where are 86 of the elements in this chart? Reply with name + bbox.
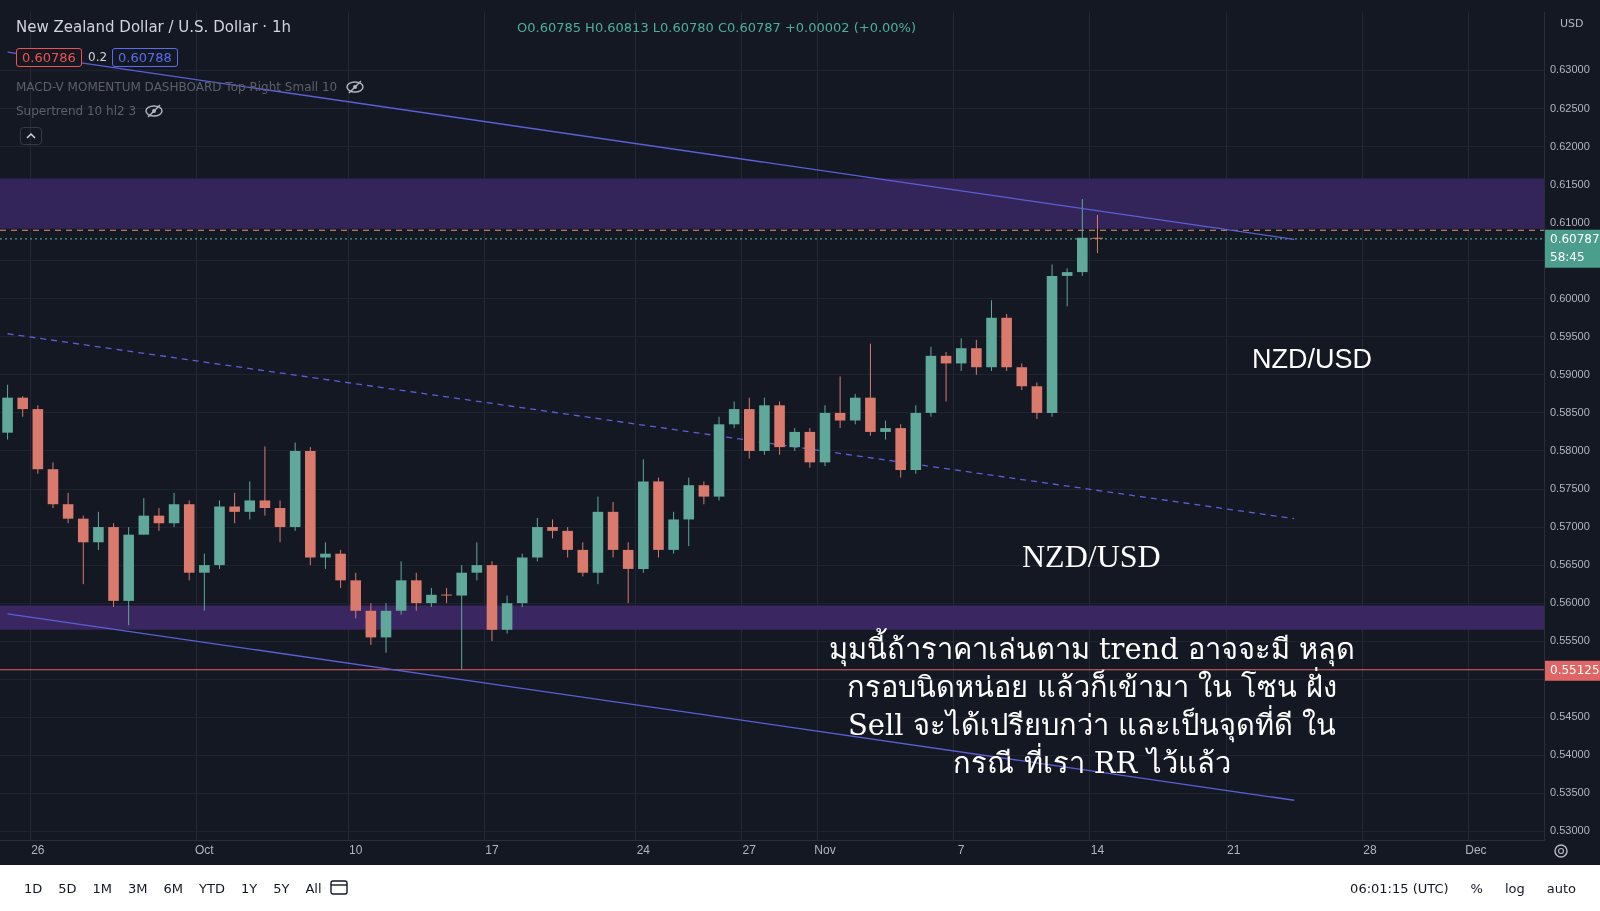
text: log [1504,880,1525,896]
candlestick [17,395,28,418]
candlestick [77,515,89,585]
candlestick [62,492,74,524]
annotation: NZD/USD [1252,344,1372,375]
y-tick-label: 0.59000 [1550,367,1590,380]
candlestick [259,445,271,517]
y-tick-label: 0.53500 [1550,786,1590,799]
candlestick [93,511,104,551]
text: 5Y [273,880,290,896]
x-tick-label: Oct [195,843,215,858]
y-tick-label: 0.58500 [1550,405,1590,418]
candlestick [410,572,422,612]
y-axis-title: USD [1560,17,1584,30]
y-tick-label: 0.56500 [1550,558,1590,571]
text: O0.60785 H0.60813 L0.60780 C0.60787 +0.00002 (+0.00%) [517,20,917,35]
x-tick-label: 17 [485,843,499,858]
annotation: Supertrend 10 hl2 3 [16,104,137,118]
text: % [1470,880,1483,896]
y-tick-label: 0.62000 [1550,139,1590,152]
y-tick-label: 0.54000 [1550,748,1590,761]
y-tick-label: 0.55500 [1550,634,1590,647]
x-tick-label: Dec [1465,843,1487,858]
candlestick [834,375,846,429]
candlestick [1092,214,1103,254]
chart-title: New Zealand Dollar / U.S. Dollar · 1h [16,18,291,36]
text: 6M [163,880,184,896]
candlestick [849,393,861,425]
annotation: 0.2 [88,50,108,64]
candlestick [577,541,589,578]
x-tick-label: 14 [1090,843,1105,858]
y-tick-label: 0.57000 [1550,520,1590,533]
y-tick-label: 0.62500 [1550,101,1590,114]
candlestick [1016,362,1028,391]
x-tick-label: 7 [957,843,965,858]
candlestick [274,499,286,543]
text: 3M [128,880,148,896]
candlestick [1061,267,1073,307]
candlestick [698,480,710,505]
text: auto [1546,880,1576,896]
candlestick [562,526,573,558]
candlestick [622,541,634,604]
y-tick-label: 0.56000 [1550,596,1590,609]
candlestick [426,587,437,608]
text: 1Y [240,880,258,896]
y-tick-label: 0.63000 [1550,63,1590,76]
y-tick-label: 0.61000 [1550,215,1590,228]
annotation: 0.60786 [16,48,82,67]
text: All [305,880,322,896]
text: 1D [24,880,43,896]
candlestick [471,541,483,581]
candlestick [955,337,967,372]
y-tick-label: 0.60000 [1550,291,1590,304]
x-tick-label: 27 [742,843,757,858]
y-tick-label: 0.61500 [1550,177,1590,190]
candlestick [138,497,150,536]
x-tick-label: 24 [636,843,651,858]
x-tick-label: Nov [814,843,836,858]
candlestick [199,553,210,612]
candlestick [229,492,240,524]
ref-line-label: 0.55125 [1550,662,1600,677]
candlestick [880,420,891,441]
x-tick-label: 10 [349,843,363,858]
y-tick-label: 0.58000 [1550,443,1590,456]
text: 5D [58,880,77,896]
y-tick-label: 0.59500 [1550,329,1590,342]
text: 06:01:15 (UTC) [1350,880,1449,896]
y-tick-label: 0.54500 [1550,710,1590,723]
candlestick [244,480,256,520]
candlestick [971,339,982,376]
x-tick-label: 28 [1363,843,1377,858]
annotation: NZD/USD [1022,538,1161,575]
candlestick [441,587,452,604]
x-tick-label: 26 [31,843,45,858]
y-tick-label: 0.53000 [1550,824,1590,837]
candlestick [547,518,558,539]
candlestick [789,427,800,452]
text: 1M [92,880,113,896]
annotation: 0.60788 [112,48,178,67]
candlestick [168,492,180,528]
ref-line-label: 0.60787 58:45 [1550,231,1600,264]
x-tick-label: 21 [1227,843,1241,858]
candlestick [728,400,740,429]
text: YTD [199,880,225,896]
y-tick-label: 0.57500 [1550,482,1590,495]
candlestick [456,564,467,670]
